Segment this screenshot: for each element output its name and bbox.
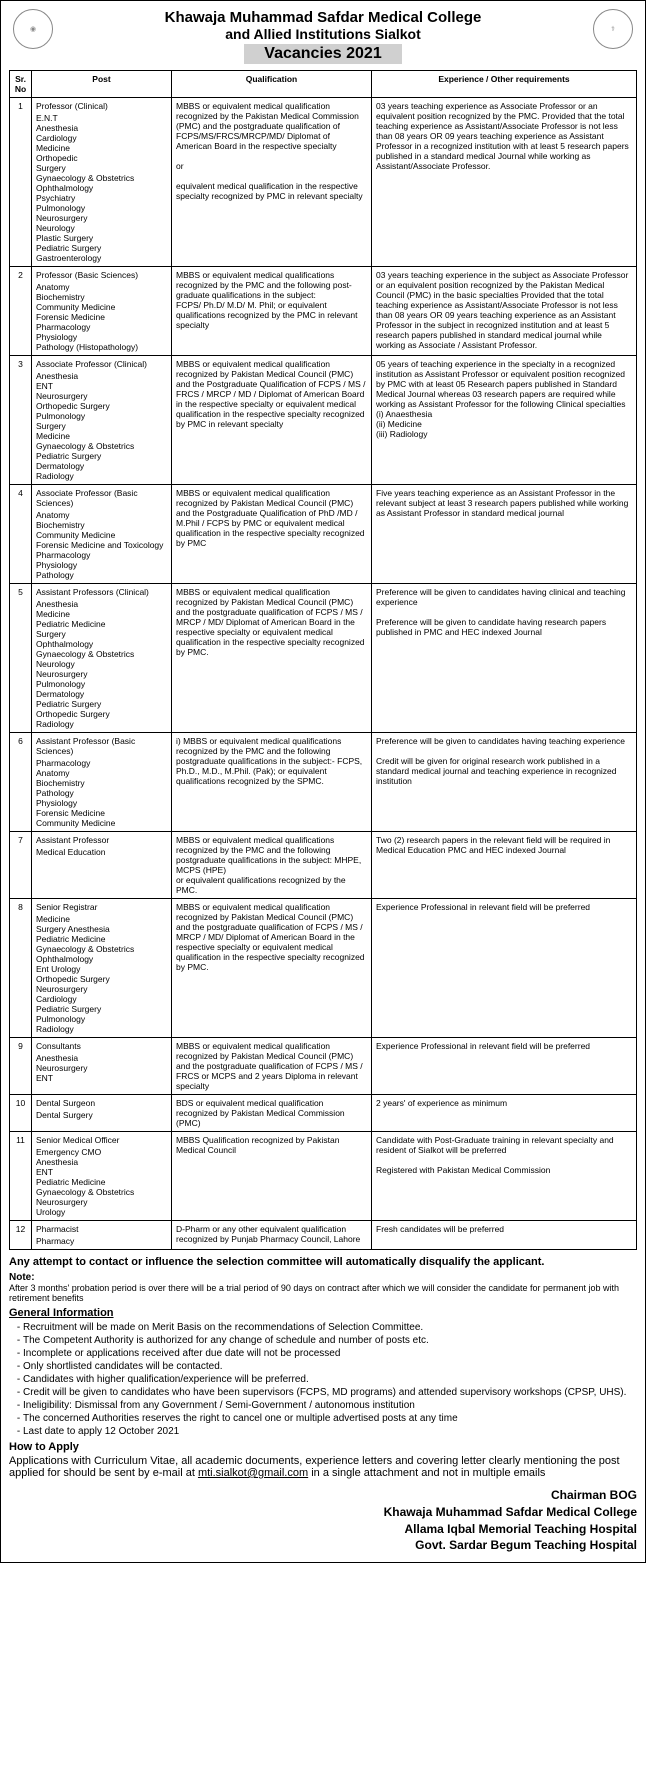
list-item: Incomplete or applications received afte… <box>23 1348 637 1359</box>
cell-exp: 03 years teaching experience as Associat… <box>372 98 637 267</box>
cell-sr: 6 <box>10 733 32 832</box>
header-title-2: and Allied Institutions Sialkot <box>9 26 637 42</box>
table-row: 10Dental SurgeonDental SurgeryBDS or equ… <box>10 1095 637 1132</box>
cell-qual: MBBS or equivalent medical qualification… <box>172 267 372 356</box>
cell-sr: 11 <box>10 1132 32 1221</box>
cell-post: Assistant Professors (Clinical)Anesthesi… <box>32 584 172 733</box>
col-post: Post <box>32 71 172 98</box>
page: ◉ ⚕ Khawaja Muhammad Safdar Medical Coll… <box>0 0 646 1563</box>
table-row: 3Associate Professor (Clinical)Anesthesi… <box>10 356 637 485</box>
cell-post: Associate Professor (Clinical)Anesthesia… <box>32 356 172 485</box>
cell-post: Senior Medical OfficerEmergency CMOAnest… <box>32 1132 172 1221</box>
signature-block: Chairman BOG Khawaja Muhammad Safdar Med… <box>9 1487 637 1554</box>
cell-sr: 2 <box>10 267 32 356</box>
cell-sr: 8 <box>10 899 32 1038</box>
college-logo-left: ◉ <box>13 9 53 49</box>
table-row: 7Assistant ProfessorMedical EducationMBB… <box>10 832 637 899</box>
cell-exp: Experience Professional in relevant fiel… <box>372 899 637 1038</box>
table-row: 12PharmacistPharmacyD-Pharm or any other… <box>10 1221 637 1250</box>
sig-hospital-2: Govt. Sardar Begum Teaching Hospital <box>9 1537 637 1554</box>
cell-post: Assistant ProfessorMedical Education <box>32 832 172 899</box>
table-body: 1Professor (Clinical)E.N.TAnesthesiaCard… <box>10 98 637 1250</box>
cell-sr: 3 <box>10 356 32 485</box>
sig-hospital-1: Allama Iqbal Memorial Teaching Hospital <box>9 1521 637 1538</box>
cell-post: Associate Professor (Basic Sciences)Anat… <box>32 485 172 584</box>
cell-post: Senior RegistrarMedicineSurgery Anesthes… <box>32 899 172 1038</box>
list-item: Recruitment will be made on Merit Basis … <box>23 1322 637 1333</box>
cell-post: PharmacistPharmacy <box>32 1221 172 1250</box>
cell-qual: MBBS or equivalent medical qualification… <box>172 485 372 584</box>
table-row: 2Professor (Basic Sciences)AnatomyBioche… <box>10 267 637 356</box>
table-head: Sr. No Post Qualification Experience / O… <box>10 71 637 98</box>
howto-body: Applications with Curriculum Vitae, all … <box>9 1455 637 1479</box>
cell-exp: 03 years teaching experience in the subj… <box>372 267 637 356</box>
cell-exp: 05 years of teaching experience in the s… <box>372 356 637 485</box>
cell-qual: D-Pharm or any other equivalent qualific… <box>172 1221 372 1250</box>
cell-exp: Experience Professional in relevant fiel… <box>372 1038 637 1095</box>
table-row: 11Senior Medical OfficerEmergency CMOAne… <box>10 1132 637 1221</box>
vacancies-banner: Vacancies 2021 <box>244 44 401 64</box>
col-sr: Sr. No <box>10 71 32 98</box>
list-item: Only shortlisted candidates will be cont… <box>23 1361 637 1372</box>
table-row: 8Senior RegistrarMedicineSurgery Anesthe… <box>10 899 637 1038</box>
header: ◉ ⚕ Khawaja Muhammad Safdar Medical Coll… <box>9 9 637 64</box>
cell-post: Dental SurgeonDental Surgery <box>32 1095 172 1132</box>
cell-exp: Fresh candidates will be preferred <box>372 1221 637 1250</box>
header-title-1: Khawaja Muhammad Safdar Medical College <box>9 9 637 26</box>
howto-text-2: in a single attachment and not in multip… <box>308 1467 545 1479</box>
cell-qual: i) MBBS or equivalent medical qualificat… <box>172 733 372 832</box>
howto-email: mti.sialkot@gmail.com <box>198 1467 308 1479</box>
vacancies-table: Sr. No Post Qualification Experience / O… <box>9 70 637 1250</box>
list-item: Credit will be given to candidates who h… <box>23 1387 637 1398</box>
general-info-list: Recruitment will be made on Merit Basis … <box>23 1322 637 1437</box>
note-head: Note: <box>9 1272 637 1283</box>
cell-exp: Candidate with Post-Graduate training in… <box>372 1132 637 1221</box>
list-item: The Competent Authority is authorized fo… <box>23 1335 637 1346</box>
cell-sr: 4 <box>10 485 32 584</box>
cell-exp: Two (2) research papers in the relevant … <box>372 832 637 899</box>
cell-exp: Five years teaching experience as an Ass… <box>372 485 637 584</box>
table-row: 1Professor (Clinical)E.N.TAnesthesiaCard… <box>10 98 637 267</box>
howto-head: How to Apply <box>9 1441 637 1453</box>
cell-post: Professor (Basic Sciences)AnatomyBiochem… <box>32 267 172 356</box>
cell-qual: MBBS Qualification recognized by Pakista… <box>172 1132 372 1221</box>
college-logo-right: ⚕ <box>593 9 633 49</box>
cell-post: ConsultantsAnesthesiaNeurosurgeryENT <box>32 1038 172 1095</box>
col-qual: Qualification <box>172 71 372 98</box>
cell-qual: MBBS or equivalent medical qualification… <box>172 899 372 1038</box>
cell-exp: Preference will be given to candidates h… <box>372 733 637 832</box>
list-item: The concerned Authorities reserves the r… <box>23 1413 637 1424</box>
warning-text: Any attempt to contact or influence the … <box>9 1256 637 1268</box>
list-item: Ineligibility: Dismissal from any Govern… <box>23 1400 637 1411</box>
cell-sr: 9 <box>10 1038 32 1095</box>
cell-qual: MBBS or equivalent medical qualification… <box>172 356 372 485</box>
cell-post: Assistant Professor (Basic Sciences)Phar… <box>32 733 172 832</box>
cell-qual: MBBS or equivalent medical qualification… <box>172 832 372 899</box>
cell-post: Professor (Clinical)E.N.TAnesthesiaCardi… <box>32 98 172 267</box>
sig-chairman: Chairman BOG <box>9 1487 637 1504</box>
cell-sr: 10 <box>10 1095 32 1132</box>
sig-college: Khawaja Muhammad Safdar Medical College <box>9 1504 637 1521</box>
cell-sr: 12 <box>10 1221 32 1250</box>
cell-sr: 1 <box>10 98 32 267</box>
cell-sr: 7 <box>10 832 32 899</box>
cell-exp: Preference will be given to candidates h… <box>372 584 637 733</box>
note-body: After 3 months' probation period is over… <box>9 1283 637 1303</box>
table-row: 9ConsultantsAnesthesiaNeurosurgeryENTMBB… <box>10 1038 637 1095</box>
cell-qual: MBBS or equivalent medical qualification… <box>172 1038 372 1095</box>
cell-sr: 5 <box>10 584 32 733</box>
cell-qual: BDS or equivalent medical qualification … <box>172 1095 372 1132</box>
list-item: Last date to apply 12 October 2021 <box>23 1426 637 1437</box>
table-row: 6Assistant Professor (Basic Sciences)Pha… <box>10 733 637 832</box>
cell-qual: MBBS or equivalent medical qualification… <box>172 98 372 267</box>
general-info-head: General Information <box>9 1307 637 1319</box>
list-item: Candidates with higher qualification/exp… <box>23 1374 637 1385</box>
col-exp: Experience / Other requirements <box>372 71 637 98</box>
table-row: 5Assistant Professors (Clinical)Anesthes… <box>10 584 637 733</box>
table-row: 4Associate Professor (Basic Sciences)Ana… <box>10 485 637 584</box>
cell-exp: 2 years' of experience as minimum <box>372 1095 637 1132</box>
cell-qual: MBBS or equivalent medical qualification… <box>172 584 372 733</box>
